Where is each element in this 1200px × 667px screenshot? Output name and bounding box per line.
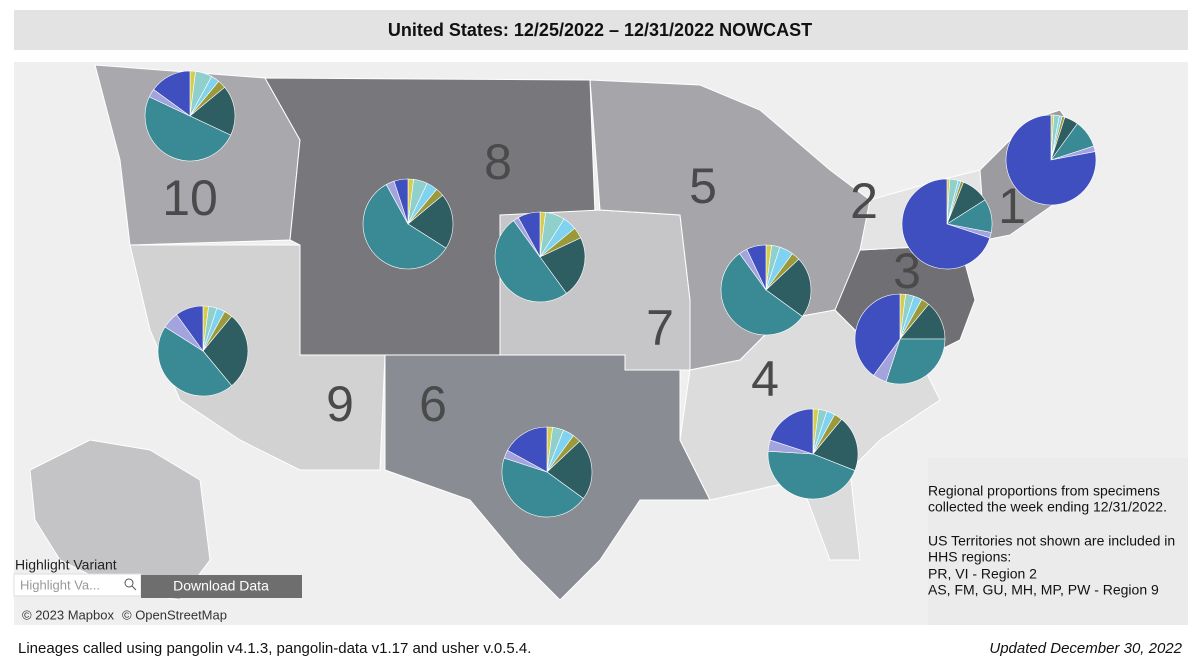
pie-slice — [157, 326, 233, 397]
pie-slice — [176, 305, 204, 352]
pie-slice — [393, 178, 409, 225]
pie-slice — [746, 244, 767, 291]
region-label: 5 — [689, 158, 717, 214]
note: Regional proportions from specimenscolle… — [928, 483, 1175, 598]
pie-slice — [885, 338, 946, 385]
download-label: Download Data — [173, 578, 269, 594]
note-line: PR, VI - Region 2 — [928, 566, 1037, 582]
pie-slice — [507, 426, 548, 473]
title-bar — [14, 10, 1188, 50]
pie-slice — [812, 418, 859, 471]
note-line: US Territories not shown are included in — [928, 533, 1175, 549]
pie-slice — [362, 184, 447, 270]
highlight-label: Highlight Variant — [15, 557, 117, 573]
pie-slice — [546, 440, 593, 499]
search-placeholder: Highlight Va... — [20, 577, 100, 592]
pie-slice — [1005, 114, 1097, 206]
footer-source: Lineages called using pangolin v4.1.3, p… — [18, 640, 531, 657]
region-label: 10 — [162, 170, 218, 226]
pie-slice — [494, 220, 567, 303]
pie-slice — [854, 293, 901, 376]
attribution: © 2023 Mapbox — [22, 607, 114, 622]
pie-slice — [767, 450, 856, 500]
pie-slice — [539, 237, 586, 294]
pie-slice — [501, 457, 584, 518]
region-label: 9 — [326, 376, 354, 432]
attribution: © OpenStreetMap — [122, 607, 227, 622]
note-line: HHS regions: — [928, 549, 1011, 565]
pie-slice — [720, 253, 803, 336]
pie-slice — [769, 408, 814, 455]
region-label: 7 — [646, 300, 674, 356]
pie-slice — [153, 70, 191, 117]
region-label: 6 — [419, 376, 447, 432]
note-line: AS, FM, GU, MH, MP, PW - Region 9 — [928, 582, 1159, 598]
pie-slice — [517, 211, 541, 258]
pie-slice — [189, 86, 236, 136]
note-line: Regional proportions from specimens — [928, 483, 1160, 499]
pie-slice — [765, 258, 812, 317]
pie-slice — [144, 96, 232, 162]
region-label: 4 — [751, 351, 779, 407]
search-icon-handle — [131, 585, 137, 591]
pie-slice — [407, 194, 454, 249]
footer-updated: Updated December 30, 2022 — [989, 640, 1182, 657]
pie-slice — [202, 315, 249, 387]
note-box — [928, 458, 1188, 625]
search-icon — [124, 578, 134, 588]
download-button[interactable] — [141, 575, 302, 598]
pie-slice — [901, 178, 991, 270]
region-label: 8 — [484, 134, 512, 190]
title: United States: 12/25/2022 – 12/31/2022 N… — [388, 20, 812, 40]
note-line: collected the week ending 12/31/2022. — [928, 499, 1167, 515]
region-label: 2 — [850, 173, 878, 229]
